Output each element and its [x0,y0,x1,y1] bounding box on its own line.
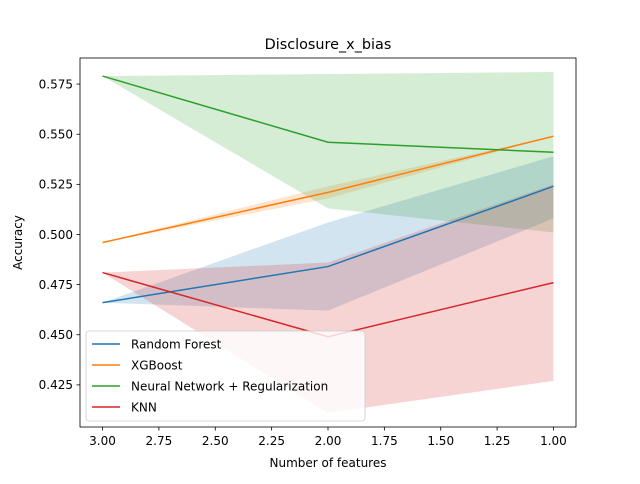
confidence-bands [102,72,554,413]
legend-label-1: XGBoost [131,358,183,372]
y-axis-ticks: 0.425 0.450 0.475 0.500 0.525 0.550 0.575 [39,77,80,392]
y-tick-label: 0.550 [39,128,73,142]
x-tick-label: 2.50 [202,434,229,448]
x-axis-label: Number of features [270,456,387,470]
x-tick-label: 2.00 [315,434,342,448]
x-tick-label: 1.75 [371,434,398,448]
band-3 [102,184,554,413]
y-tick-label: 0.525 [39,178,73,192]
x-tick-label: 2.75 [146,434,173,448]
y-tick-label: 0.475 [39,278,73,292]
y-tick-label: 0.425 [39,378,73,392]
legend-box [85,330,366,422]
series-line-1 [102,135,554,244]
x-tick-label: 1.25 [484,434,511,448]
x-tick-label: 2.25 [258,434,285,448]
band-0 [102,156,554,311]
x-tick-label: 1.00 [540,434,567,448]
series-line-2 [102,75,554,154]
chart-title: Disclosure_x_bias [265,37,392,53]
legend-label-3: KNN [131,400,157,414]
legend-label-2: Neural Network + Regularization [131,379,328,393]
legend: Random Forest XGBoost Neural Network + Reg… [85,330,366,422]
y-tick-label: 0.500 [39,228,73,242]
band-1 [102,136,554,243]
band-2 [102,72,554,233]
y-tick-label: 0.450 [39,328,73,342]
y-tick-label: 0.575 [39,77,73,91]
legend-label-0: Random Forest [131,337,222,351]
y-axis-label: Accuracy [11,215,25,270]
series-line-0 [102,185,554,304]
x-tick-label: 1.50 [427,434,454,448]
x-tick-label: 3.00 [89,434,116,448]
x-axis-ticks: 3.00 2.75 2.50 2.25 2.00 1.75 1.50 1.25 1.00 [89,427,567,448]
